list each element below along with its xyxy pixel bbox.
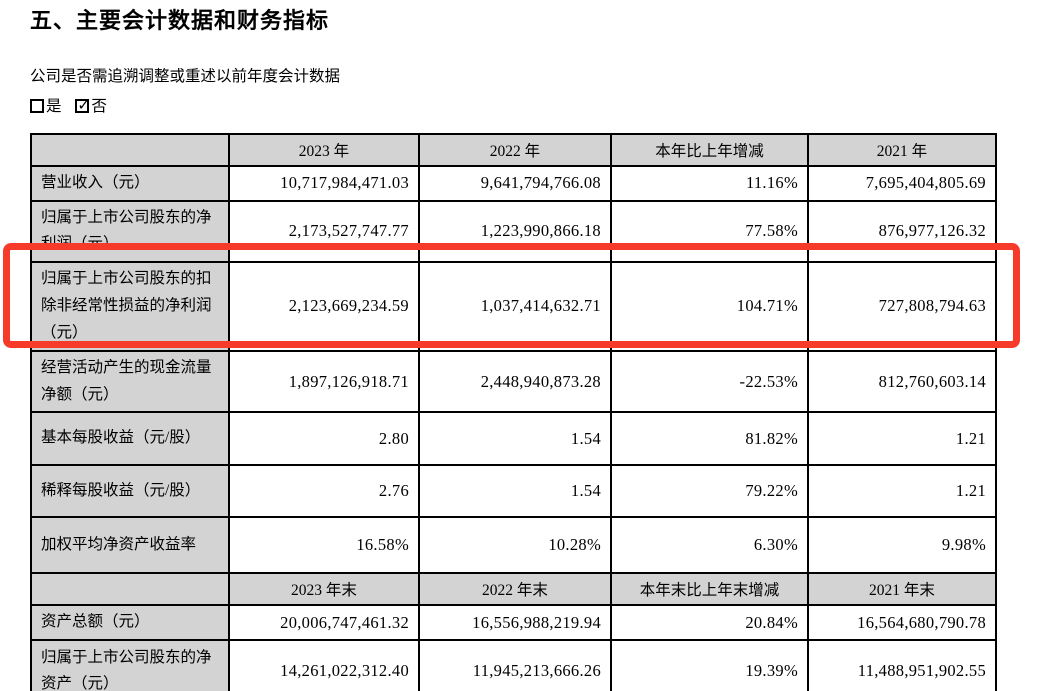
value-cell: 1.21 bbox=[807, 411, 997, 467]
value-cell: 81.82% bbox=[610, 411, 809, 467]
value-cell: 7,695,404,805.69 bbox=[807, 165, 997, 202]
table-row: 加权平均净资产收益率 16.58% 10.28% 6.30% 9.98% bbox=[30, 516, 997, 575]
value-cell: 876,977,126.32 bbox=[807, 199, 997, 263]
value-cell: 10.28% bbox=[418, 516, 612, 575]
value-cell: 6.30% bbox=[610, 516, 809, 575]
table-row: 归属于上市公司股东的净资产（元） 14,261,022,312.40 11,945,… bbox=[30, 638, 997, 691]
value-cell: 1,897,126,918.71 bbox=[228, 349, 420, 414]
table-header-row: 2023 年末 2022 年末 本年末比上年末增减 2021 年末 bbox=[30, 572, 997, 607]
table-row: 归属于上市公司股东的扣除非经常性损益的净利润（元） 2,123,669,234.5… bbox=[30, 260, 997, 352]
row-label: 归属于上市公司股东的净资产（元） bbox=[30, 638, 230, 691]
section-title: 五、主要会计数据和财务指标 bbox=[30, 8, 330, 33]
checkbox-unchecked-icon bbox=[30, 99, 44, 113]
value-cell: 2,173,527,747.77 bbox=[228, 199, 420, 263]
value-cell: 11,945,213,666.26 bbox=[418, 638, 612, 691]
table-row: 资产总额（元） 20,006,747,461.32 16,556,988,219.9… bbox=[30, 604, 997, 641]
row-label: 基本每股收益（元/股） bbox=[30, 411, 230, 467]
option-no: 否 bbox=[75, 96, 107, 115]
row-label: 经营活动产生的现金流量净额（元） bbox=[30, 349, 230, 414]
option-yes-label: 是 bbox=[46, 98, 62, 115]
value-cell: 20,006,747,461.32 bbox=[228, 604, 420, 641]
value-cell: 1.21 bbox=[807, 464, 997, 519]
value-cell: 2.76 bbox=[228, 464, 420, 519]
value-cell: 14,261,022,312.40 bbox=[228, 638, 420, 691]
value-cell: 16,556,988,219.94 bbox=[418, 604, 612, 641]
blank-corner-cell bbox=[30, 133, 230, 167]
value-cell: 2,448,940,873.28 bbox=[418, 349, 612, 414]
option-no-label: 否 bbox=[91, 98, 107, 115]
table-row: 经营活动产生的现金流量净额（元） 1,897,126,918.71 2,448,94… bbox=[30, 349, 997, 414]
table-row: 稀释每股收益（元/股） 2.76 1.54 79.22% 1.21 bbox=[30, 464, 997, 519]
value-cell: 1.54 bbox=[418, 411, 612, 467]
value-cell: 16,564,680,790.78 bbox=[807, 604, 997, 641]
restate-question: 公司是否需追溯调整或重述以前年度会计数据 bbox=[30, 68, 341, 85]
checkbox-checked-icon bbox=[75, 96, 90, 114]
year-header-cell: 本年末比上年末增减 bbox=[610, 572, 809, 607]
value-cell: 1,037,414,632.71 bbox=[418, 260, 612, 352]
value-cell: 11.16% bbox=[610, 165, 809, 202]
table-header-row: 2023 年 2022 年本年比上年增减 2021 年 bbox=[30, 133, 997, 167]
year-header-cell: 2023 年 bbox=[228, 133, 420, 167]
row-label: 资产总额（元） bbox=[30, 604, 230, 641]
value-cell: 11,488,951,902.55 bbox=[807, 638, 997, 691]
value-cell: 9.98% bbox=[807, 516, 997, 575]
value-cell: 20.84% bbox=[610, 604, 809, 641]
value-cell: 812,760,603.14 bbox=[807, 349, 997, 414]
year-header-cell: 2022 年末 bbox=[418, 572, 612, 607]
year-header-cell: 2021 年 bbox=[807, 133, 997, 167]
row-label: 归属于上市公司股东的净利润（元） bbox=[30, 199, 230, 263]
value-cell: 2.80 bbox=[228, 411, 420, 467]
value-cell: 79.22% bbox=[610, 464, 809, 519]
row-label: 稀释每股收益（元/股） bbox=[30, 464, 230, 519]
value-cell: 19.39% bbox=[610, 638, 809, 691]
financial-indicators-table: 2023 年 2022 年本年比上年增减 2021 年营业收入（元） 10,717,9… bbox=[30, 133, 997, 691]
value-cell: 9,641,794,766.08 bbox=[418, 165, 612, 202]
value-cell: 104.71% bbox=[610, 260, 809, 352]
value-cell: 727,808,794.63 bbox=[807, 260, 997, 352]
year-header-cell: 本年比上年增减 bbox=[610, 133, 809, 167]
value-cell: 2,123,669,234.59 bbox=[228, 260, 420, 352]
option-yes: 是 bbox=[30, 98, 62, 115]
value-cell: 77.58% bbox=[610, 199, 809, 263]
table-row: 营业收入（元） 10,717,984,471.03 9,641,794,766.08… bbox=[30, 165, 997, 202]
row-label: 营业收入（元） bbox=[30, 165, 230, 202]
year-header-cell: 2022 年 bbox=[418, 133, 612, 167]
table-row: 基本每股收益（元/股） 2.80 1.54 81.82% 1.21 bbox=[30, 411, 997, 467]
value-cell: 1,223,990,866.18 bbox=[418, 199, 612, 263]
row-label: 加权平均净资产收益率 bbox=[30, 516, 230, 575]
value-cell: 10,717,984,471.03 bbox=[228, 165, 420, 202]
row-label: 归属于上市公司股东的扣除非经常性损益的净利润（元） bbox=[30, 260, 230, 352]
year-header-cell: 2023 年末 bbox=[228, 572, 420, 607]
year-header-cell: 2021 年末 bbox=[807, 572, 997, 607]
restate-options: 是 否 bbox=[30, 94, 117, 116]
value-cell: 16.58% bbox=[228, 516, 420, 575]
value-cell: -22.53% bbox=[610, 349, 809, 414]
value-cell: 1.54 bbox=[418, 464, 612, 519]
blank-corner-cell bbox=[30, 572, 230, 607]
table-row: 归属于上市公司股东的净利润（元） 2,173,527,747.77 1,223,99… bbox=[30, 199, 997, 263]
